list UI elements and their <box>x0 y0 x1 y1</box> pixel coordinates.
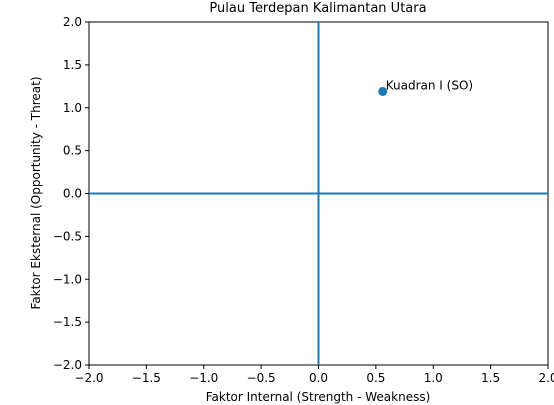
x-tick-label: 1.5 <box>481 371 500 385</box>
reference-lines <box>89 22 548 365</box>
y-tick-label: −2.0 <box>53 358 82 372</box>
y-axis-ticks: −2.0 −1.5 −1.0 −0.5 0.0 0.5 1.0 1.5 2.0 <box>53 15 89 372</box>
point-annotation: Kuadran I (SO) <box>386 78 473 92</box>
x-tick-label: 1.0 <box>424 371 443 385</box>
data-point <box>378 86 388 96</box>
x-axis-ticks: −2.0 −1.5 −1.0 −0.5 0.0 0.5 1.0 1.5 2.0 <box>74 365 554 385</box>
y-tick-label: −0.5 <box>53 229 82 243</box>
x-tick-label: 2.0 <box>538 371 554 385</box>
chart-title: Pulau Terdepan Kalimantan Utara <box>209 1 426 16</box>
x-tick-label: −2.0 <box>74 371 103 385</box>
y-tick-label: 1.5 <box>63 58 82 72</box>
x-tick-label: −1.0 <box>189 371 218 385</box>
x-tick-label: −1.5 <box>132 371 161 385</box>
y-tick-label: −1.5 <box>53 315 82 329</box>
data-points: Kuadran I (SO) <box>378 78 473 96</box>
y-tick-label: 2.0 <box>63 15 82 29</box>
y-axis-label: Faktor Eksternal (Opportunity - Threat) <box>29 77 43 310</box>
y-tick-label: 0.5 <box>63 144 82 158</box>
y-tick-label: 0.0 <box>63 187 82 201</box>
x-axis-label: Faktor Internal (Strength - Weakness) <box>206 390 431 404</box>
y-tick-label: 1.0 <box>63 101 82 115</box>
x-tick-label: 0.0 <box>309 371 328 385</box>
x-tick-label: −0.5 <box>247 371 276 385</box>
x-tick-label: 0.5 <box>366 371 385 385</box>
y-tick-label: −1.0 <box>53 272 82 286</box>
